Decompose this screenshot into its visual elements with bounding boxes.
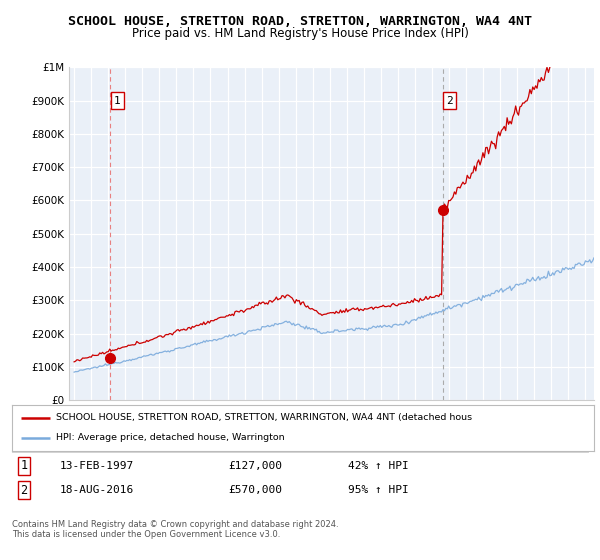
Text: 2: 2 [446, 96, 453, 105]
Text: SCHOOL HOUSE, STRETTON ROAD, STRETTON, WARRINGTON, WA4 4NT: SCHOOL HOUSE, STRETTON ROAD, STRETTON, W… [68, 15, 532, 28]
Text: 18-AUG-2016: 18-AUG-2016 [60, 485, 134, 495]
Text: HPI: Average price, detached house, Warrington: HPI: Average price, detached house, Warr… [56, 433, 284, 442]
Text: 42% ↑ HPI: 42% ↑ HPI [348, 461, 409, 471]
Text: £570,000: £570,000 [228, 485, 282, 495]
Text: 2: 2 [20, 483, 28, 497]
Text: Contains HM Land Registry data © Crown copyright and database right 2024.
This d: Contains HM Land Registry data © Crown c… [12, 520, 338, 539]
Text: 1: 1 [20, 459, 28, 473]
Text: 13-FEB-1997: 13-FEB-1997 [60, 461, 134, 471]
Text: 1: 1 [113, 96, 121, 105]
Text: £127,000: £127,000 [228, 461, 282, 471]
Text: SCHOOL HOUSE, STRETTON ROAD, STRETTON, WARRINGTON, WA4 4NT (detached hous: SCHOOL HOUSE, STRETTON ROAD, STRETTON, W… [56, 413, 472, 422]
Text: 95% ↑ HPI: 95% ↑ HPI [348, 485, 409, 495]
Text: Price paid vs. HM Land Registry's House Price Index (HPI): Price paid vs. HM Land Registry's House … [131, 27, 469, 40]
